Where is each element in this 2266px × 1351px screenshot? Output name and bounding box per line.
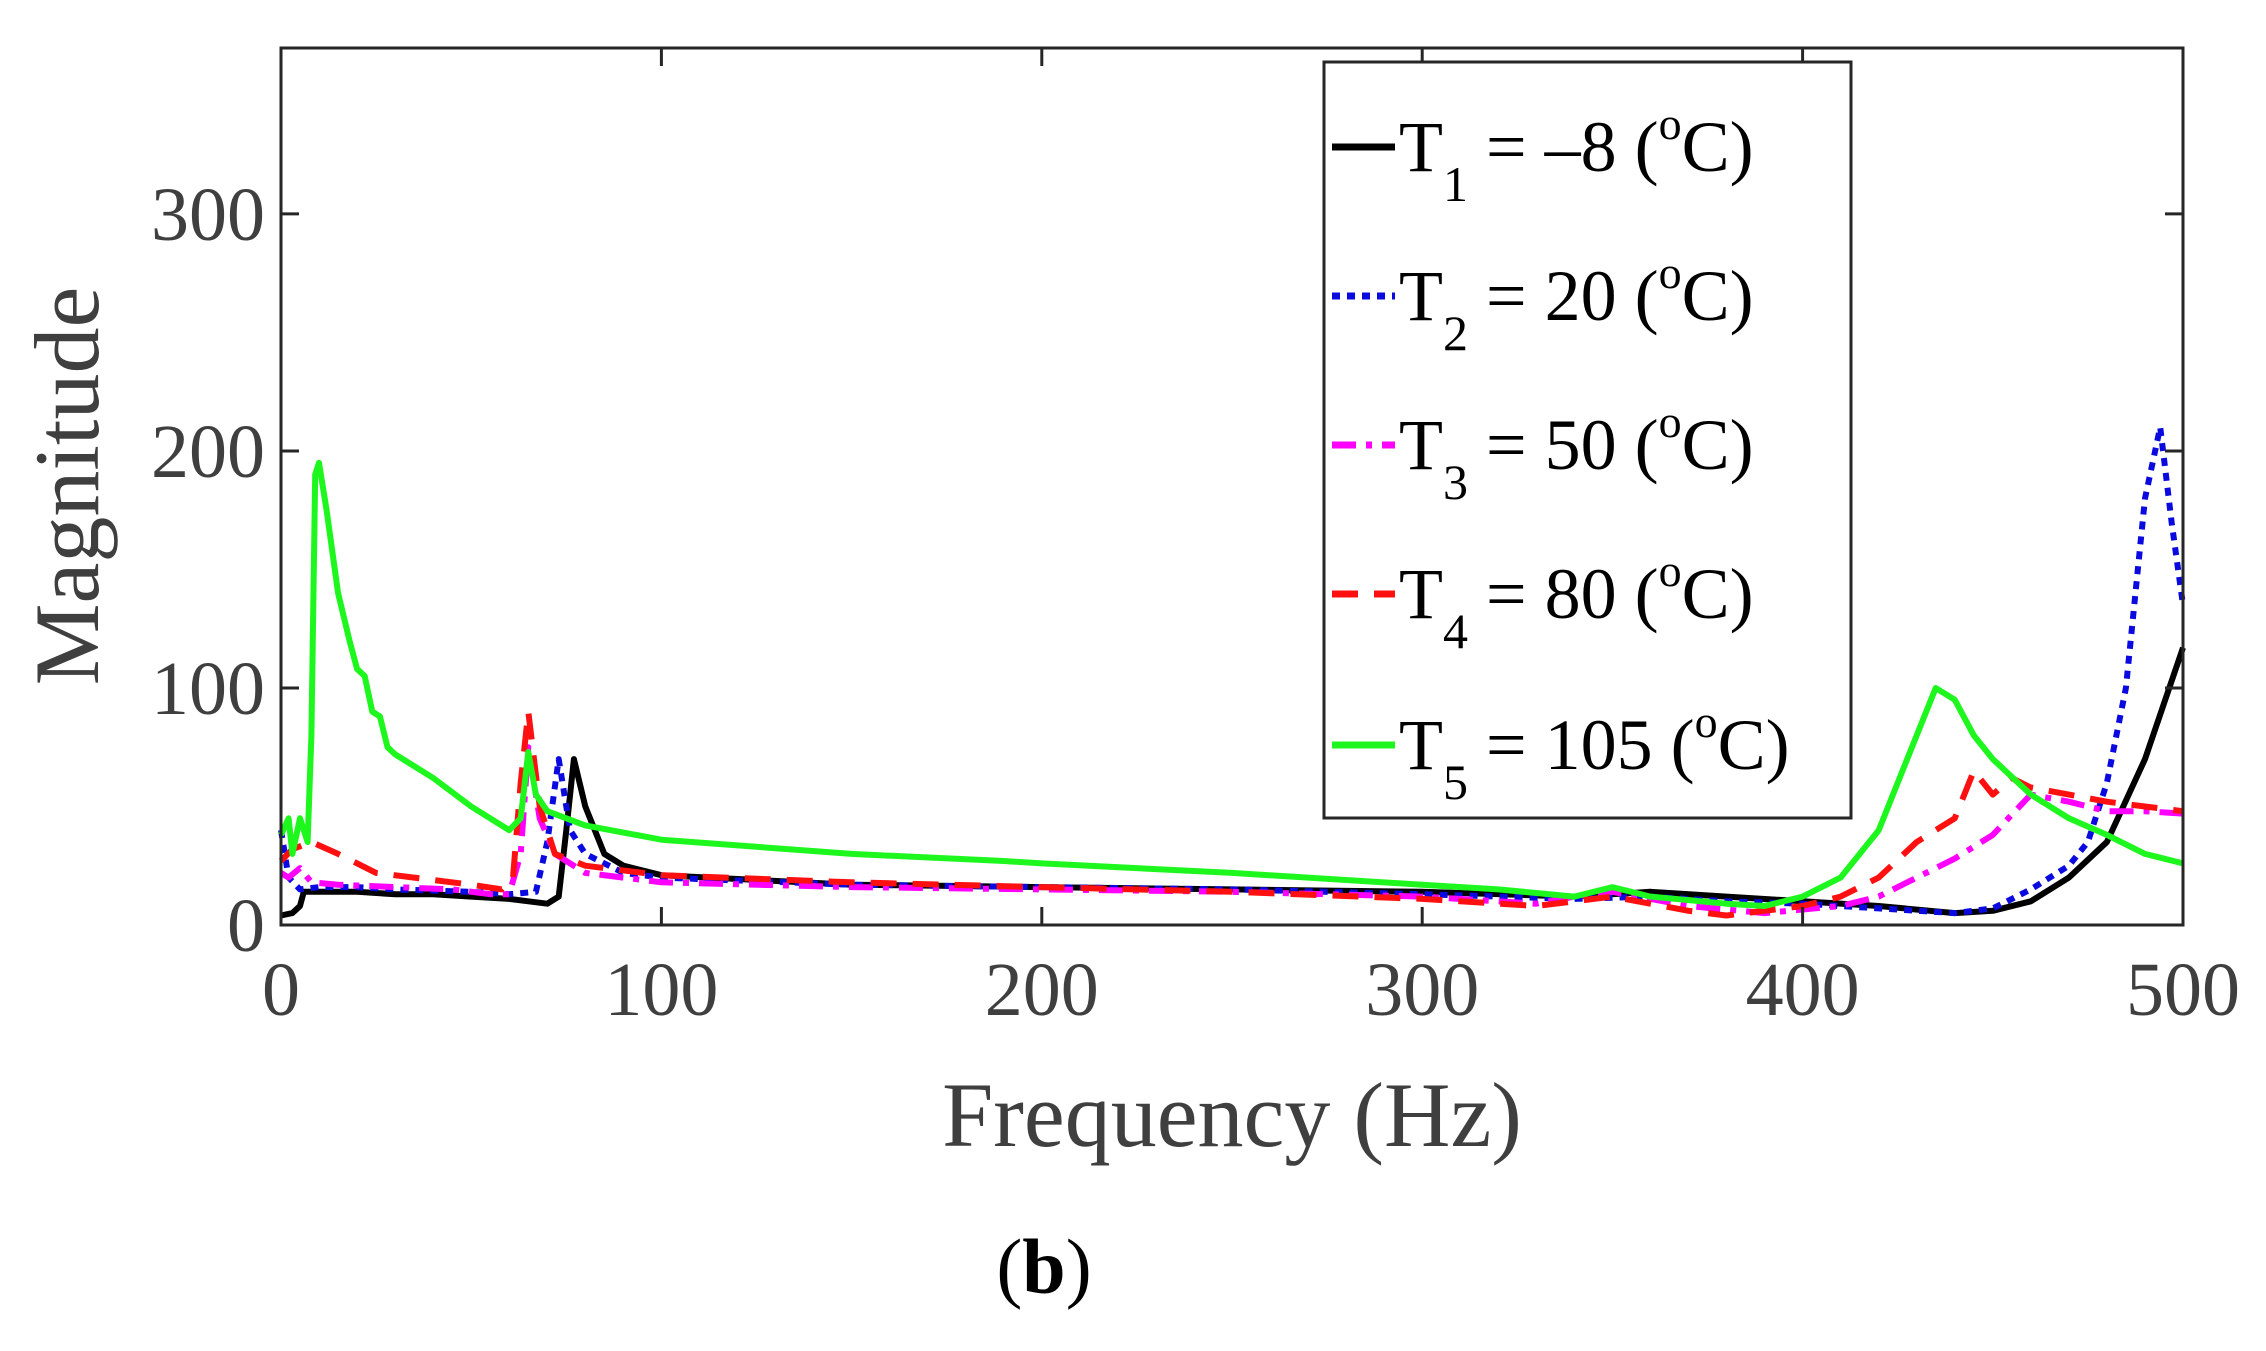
x-tick-label: 500 [2126, 948, 2240, 1032]
y-axis-label: Magnitude [16, 287, 118, 686]
legend-label-base: T [1399, 405, 1443, 485]
legend-item-t3: T3 = 50 (oC) [1332, 396, 1754, 510]
series-line-t3 [279, 744, 2184, 917]
legend-label-subscript: 1 [1443, 156, 1468, 212]
x-tick-label: 100 [604, 948, 718, 1032]
x-axis-label: Frequency (Hz) [942, 1064, 1522, 1166]
legend-label-value: = 50 ( [1468, 405, 1659, 485]
legend-label-superscript: o [1659, 545, 1682, 596]
legend-label-subscript: 5 [1443, 754, 1468, 810]
legend-label: T3 = 50 (oC) [1399, 396, 1754, 510]
panel-label-close: ) [1066, 1223, 1092, 1310]
ticks-layer: 0 100 200 300 400 500 0 100 200 300 [151, 48, 2240, 1032]
legend-label-value: = 20 ( [1468, 256, 1659, 336]
legend-item-t4: T4 = 80 (oC) [1332, 545, 1754, 659]
legend-item-t5: T5 = 105 (oC) [1332, 696, 1790, 810]
legend-label-superscript: o [1659, 247, 1682, 298]
plot-background [281, 48, 2183, 925]
legend-label: T1 = –8 (oC) [1399, 98, 1754, 212]
legend-label-subscript: 2 [1443, 305, 1468, 361]
x-tick-label: 200 [985, 948, 1099, 1032]
legend-label-base: T [1399, 554, 1443, 634]
legend-label-unit: C) [1682, 107, 1754, 187]
x-tick-label: 400 [1746, 948, 1860, 1032]
legend-label-unit: C) [1682, 554, 1754, 634]
legend-label-value: = 105 ( [1468, 705, 1695, 785]
panel-label: (b) [996, 1223, 1091, 1310]
legend-label-superscript: o [1695, 696, 1718, 747]
legend-label-superscript: o [1659, 98, 1682, 149]
legend-label-value: = –8 ( [1468, 107, 1659, 187]
legend-label-unit: C) [1682, 405, 1754, 485]
y-tick-label: 300 [151, 173, 265, 257]
legend-label-base: T [1399, 256, 1443, 336]
legend-label-unit: C) [1718, 705, 1790, 785]
legend-item-t1: T1 = –8 (oC) [1332, 98, 1754, 212]
series-line-t5 [278, 459, 2184, 909]
legend-label-unit: C) [1682, 256, 1754, 336]
legend-label-base: T [1399, 107, 1443, 187]
legend-label-superscript: o [1659, 396, 1682, 447]
legend-label: T4 = 80 (oC) [1399, 545, 1754, 659]
legend-label: T5 = 105 (oC) [1399, 696, 1790, 810]
legend-label: T2 = 20 (oC) [1399, 247, 1754, 361]
panel-label-letter: b [1022, 1223, 1065, 1310]
legend-label-base: T [1399, 705, 1443, 785]
series-layer [278, 424, 2186, 919]
y-tick-label: 0 [227, 884, 265, 968]
legend-label-value: = 80 ( [1468, 554, 1659, 634]
legend-label-subscript: 4 [1443, 603, 1468, 659]
x-tick-label: 300 [1365, 948, 1479, 1032]
y-tick-label: 200 [151, 410, 265, 494]
legend-label-subscript: 3 [1443, 454, 1468, 510]
legend-box [1322, 60, 1853, 820]
legend: T1 = –8 (oC)T2 = 20 (oC)T3 = 50 (oC)T4 =… [1322, 60, 1853, 820]
series-line-t4 [278, 708, 2184, 919]
legend-item-t2: T2 = 20 (oC) [1332, 247, 1754, 361]
y-tick-label: 100 [151, 647, 265, 731]
x-tick-label: 0 [262, 948, 300, 1032]
plot-frame [279, 46, 2185, 927]
panel-label-open: ( [996, 1223, 1022, 1310]
